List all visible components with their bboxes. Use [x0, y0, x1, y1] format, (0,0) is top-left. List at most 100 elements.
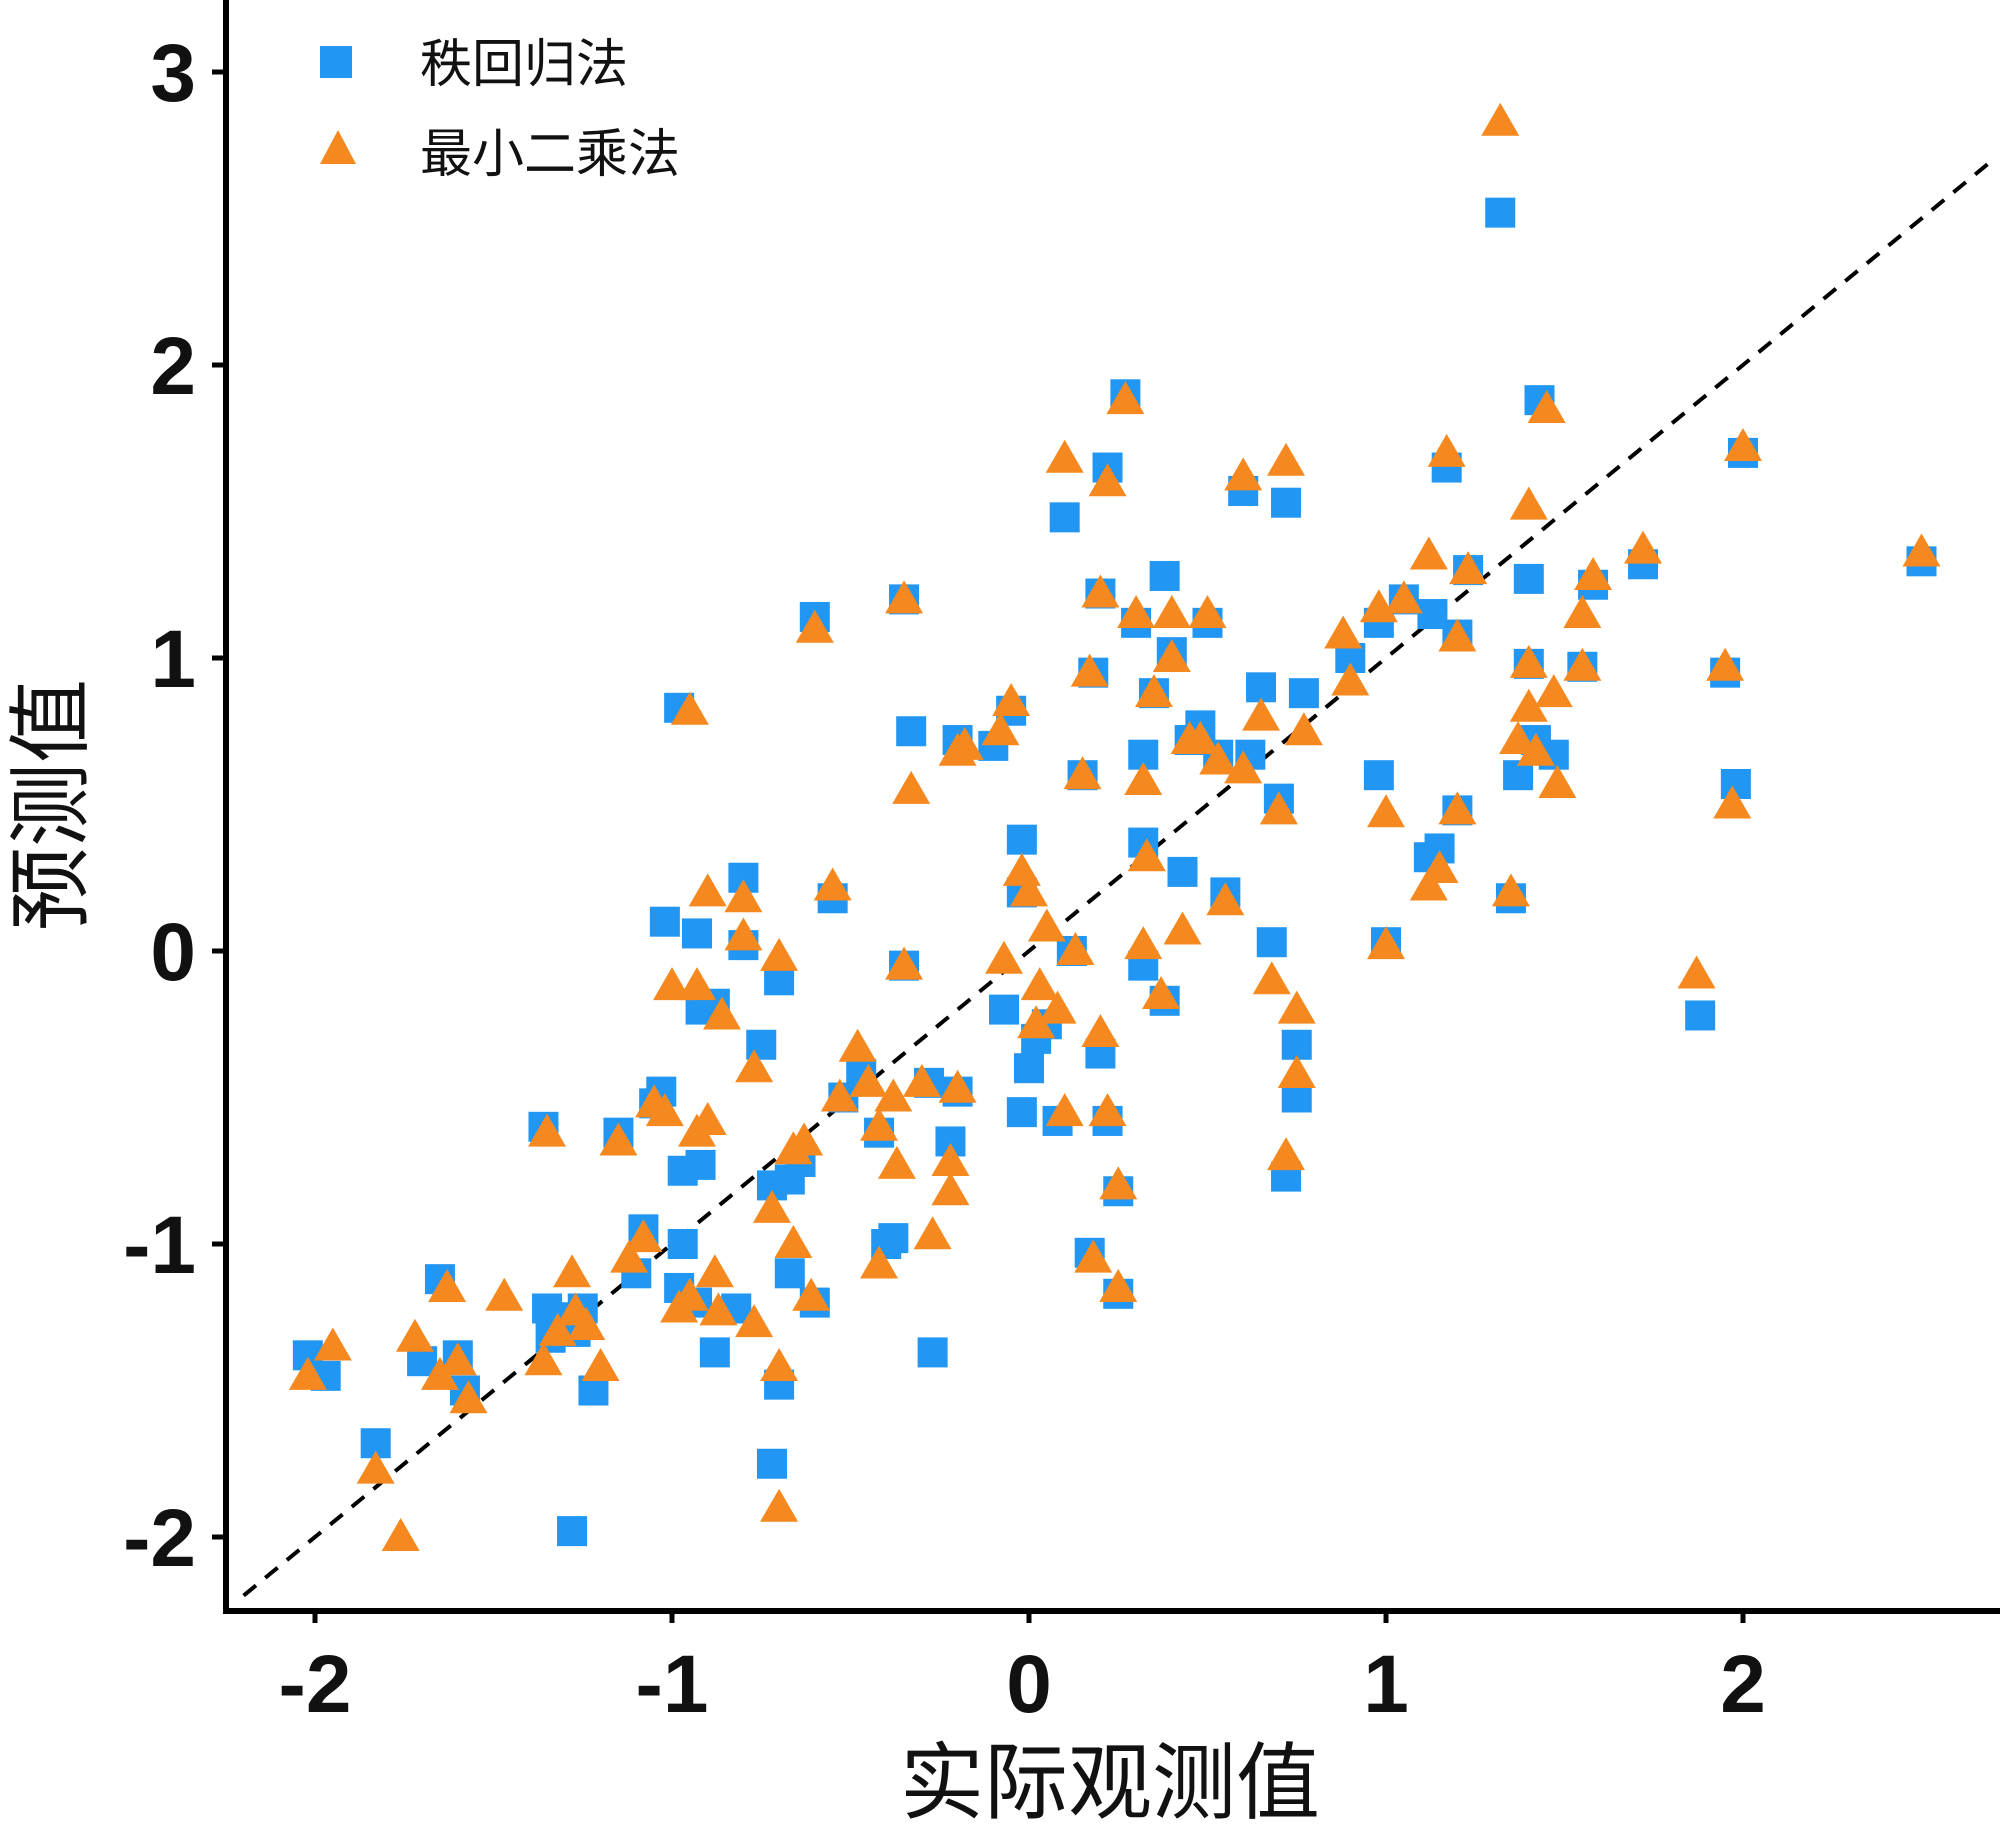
- point-square: [649, 906, 680, 937]
- point-triangle: [1574, 556, 1613, 590]
- point-triangle: [1538, 764, 1577, 798]
- point-triangle: [1267, 442, 1306, 476]
- point-triangle: [688, 873, 727, 907]
- point-triangle: [1188, 595, 1227, 629]
- point-triangle: [1181, 721, 1220, 755]
- point-triangle: [1259, 791, 1298, 825]
- point-triangle: [760, 1488, 799, 1522]
- point-triangle: [1449, 551, 1488, 585]
- point-square: [756, 1448, 787, 1479]
- point-triangle: [877, 1145, 916, 1179]
- point-triangle: [1713, 785, 1752, 819]
- point-triangle: [1277, 990, 1316, 1024]
- point-triangle: [1677, 955, 1716, 989]
- point-square: [1006, 824, 1037, 855]
- point-triangle: [1106, 381, 1145, 415]
- y-tick-label: 3: [150, 28, 196, 119]
- point-triangle: [1438, 791, 1477, 825]
- point-triangle: [1242, 697, 1281, 731]
- point-triangle: [931, 1142, 970, 1176]
- point-triangle: [1045, 1093, 1084, 1127]
- point-triangle: [538, 1312, 577, 1346]
- y-tick-label: 0: [150, 907, 196, 998]
- point-triangle: [752, 1189, 791, 1223]
- point-triangle: [1088, 1093, 1127, 1127]
- point-triangle: [670, 1277, 709, 1311]
- point-triangle: [624, 1219, 663, 1253]
- point-triangle: [1070, 653, 1109, 687]
- point-square: [917, 1337, 948, 1368]
- point-triangle: [1010, 873, 1048, 907]
- point-triangle: [735, 1304, 774, 1338]
- point-triangle: [820, 1078, 859, 1112]
- point-triangle: [653, 967, 691, 1001]
- point-triangle: [1134, 674, 1173, 708]
- point-triangle: [1142, 975, 1181, 1009]
- x-tick-label: -2: [279, 1639, 352, 1730]
- point-triangle: [1152, 595, 1191, 629]
- y-tick-label: -1: [123, 1200, 196, 1291]
- point-triangle: [1206, 882, 1245, 916]
- point-triangle: [1409, 867, 1448, 901]
- point-triangle: [1074, 1239, 1113, 1273]
- point-triangle: [356, 1450, 395, 1484]
- point-triangle: [677, 967, 716, 1001]
- y-tick-label: 1: [150, 614, 196, 705]
- point-triangle: [1027, 908, 1066, 942]
- reference-line-layer: [242, 158, 1995, 1598]
- point-triangle: [724, 879, 763, 913]
- point-triangle: [735, 1049, 774, 1083]
- point-triangle: [1038, 990, 1077, 1024]
- point-square: [989, 994, 1020, 1025]
- point-square: [699, 1337, 730, 1368]
- point-triangle: [528, 1113, 567, 1147]
- x-tick-label: 0: [1006, 1639, 1052, 1730]
- point-triangle: [1902, 533, 1941, 567]
- point-triangle: [1127, 838, 1166, 872]
- point-triangle: [792, 1277, 831, 1311]
- point-triangle: [1152, 639, 1191, 672]
- point-square: [1006, 1097, 1037, 1128]
- point-triangle: [581, 1348, 620, 1382]
- x-axis-label: 实际观测值: [900, 1734, 1320, 1824]
- point-triangle: [1224, 750, 1263, 784]
- point-triangle: [795, 609, 834, 643]
- point-triangle: [885, 580, 924, 614]
- point-triangle: [1124, 762, 1163, 796]
- point-triangle: [985, 940, 1024, 974]
- point-square: [557, 1516, 588, 1547]
- point-square: [1246, 672, 1277, 703]
- point-square: [667, 1229, 698, 1259]
- point-triangle: [449, 1380, 488, 1414]
- point-triangle: [1367, 794, 1405, 828]
- point-triangle: [1117, 595, 1156, 629]
- point-triangle: [1563, 647, 1602, 681]
- point-square: [1281, 1029, 1312, 1060]
- point-triangle: [485, 1277, 524, 1311]
- point-triangle: [760, 937, 799, 971]
- point-triangle: [395, 1318, 434, 1352]
- point-triangle: [981, 712, 1020, 746]
- point-triangle: [1099, 1268, 1138, 1302]
- point-square: [685, 1149, 716, 1180]
- point-triangle: [902, 1063, 941, 1097]
- reference-diagonal-line: [242, 158, 1995, 1598]
- point-triangle: [931, 1172, 970, 1206]
- point-triangle: [1509, 486, 1548, 520]
- point-triangle: [1706, 647, 1745, 681]
- point-square: [1513, 563, 1544, 594]
- point-triangle: [1277, 1055, 1316, 1089]
- point-triangle: [1163, 911, 1202, 945]
- point-square: [896, 716, 927, 747]
- point-triangle: [1420, 849, 1459, 883]
- point-triangle: [1509, 688, 1548, 722]
- point-triangle: [1224, 457, 1263, 491]
- point-triangle: [1427, 433, 1466, 467]
- point-triangle: [699, 1292, 738, 1326]
- point-triangle: [1527, 389, 1566, 423]
- point-triangle: [1359, 589, 1398, 623]
- point-triangle: [381, 1518, 420, 1551]
- point-square: [1167, 856, 1198, 887]
- point-triangle: [288, 1356, 327, 1390]
